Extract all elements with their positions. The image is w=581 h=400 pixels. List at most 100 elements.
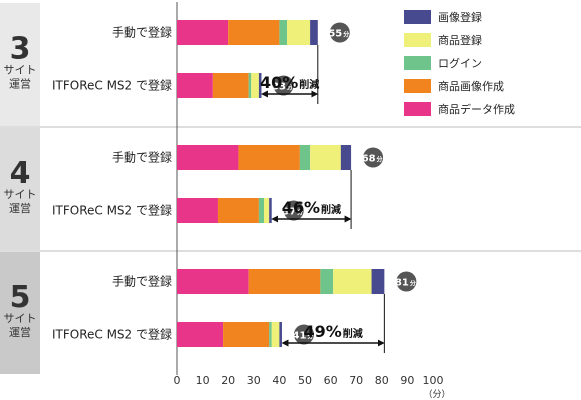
bar-segment-3	[269, 322, 272, 347]
bar-segment-5	[279, 322, 282, 347]
total-unit: 分	[377, 156, 383, 164]
total-number: 81	[395, 278, 409, 289]
bar-segment-2	[248, 269, 321, 294]
legend-label: 商品登録	[438, 33, 482, 47]
bar-segment-4	[264, 198, 270, 223]
bar-segment-4	[310, 145, 341, 170]
bar-segment-3	[258, 198, 265, 223]
bar-segment-2	[212, 73, 249, 98]
reduction-label: 40%削減	[260, 73, 319, 92]
total-number: 41	[292, 331, 306, 342]
legend-swatch	[404, 102, 431, 116]
x-tick-label: 40	[272, 374, 286, 387]
legend-swatch	[404, 79, 431, 93]
total-unit: 分	[410, 280, 416, 288]
reduction-percent: 40%	[260, 73, 298, 92]
total-unit: 分	[307, 333, 313, 341]
bar-segment-4	[287, 20, 311, 45]
x-axis-unit: （分）	[423, 389, 450, 400]
bar-category-label: ITFOReC MS2 で登録	[52, 327, 172, 342]
bar-segment-3	[299, 145, 311, 170]
reduction-percent: 46%	[282, 198, 320, 217]
x-tick-label: 50	[298, 374, 312, 387]
group-label-line1: サイト	[4, 312, 37, 325]
reduction-label: 46%削減	[282, 198, 341, 217]
total-badge	[329, 22, 350, 43]
group-label-line1: サイト	[4, 64, 37, 77]
x-tick-label: 90	[400, 374, 414, 387]
x-tick-label: 60	[324, 374, 338, 387]
bar-segment-5	[371, 269, 385, 294]
legend-label: ログイン	[438, 56, 482, 70]
bar-segment-5	[258, 73, 262, 98]
total-number: 37	[282, 207, 296, 218]
bar-segment-4	[333, 269, 372, 294]
legend-swatch	[404, 10, 431, 24]
x-tick-label: 100	[423, 374, 444, 387]
total-value: 37分	[282, 207, 303, 218]
x-tick-label: 70	[349, 374, 363, 387]
total-unit: 分	[287, 84, 293, 92]
total-unit: 分	[297, 209, 303, 217]
x-tick-label: 20	[221, 374, 235, 387]
total-number: 33	[272, 82, 286, 93]
reduction-label: 49%削減	[304, 322, 363, 341]
group-label-panel	[0, 128, 40, 250]
reduction-suffix: 削減	[299, 78, 319, 91]
total-value: 33分	[272, 82, 293, 93]
total-number: 68	[362, 154, 376, 165]
total-value: 55分	[328, 29, 349, 40]
reduction-suffix: 削減	[321, 203, 341, 216]
total-value: 81分	[395, 278, 416, 289]
bar-segment-3	[248, 73, 252, 98]
bar-segment-1	[177, 145, 239, 170]
bar-segment-2	[223, 322, 270, 347]
legend-label: 商品画像作成	[438, 79, 504, 93]
total-badge	[363, 147, 384, 168]
reduction-percent: 49%	[304, 322, 342, 341]
x-tick-label: 10	[196, 374, 210, 387]
group-label-panel	[0, 3, 40, 126]
total-value: 41分	[292, 331, 313, 342]
bar-segment-1	[177, 322, 224, 347]
legend-label: 商品データ作成	[438, 102, 515, 116]
group-number: 4	[10, 156, 31, 191]
bar-segment-4	[271, 322, 280, 347]
bar-segment-5	[340, 145, 352, 170]
group-number: 5	[10, 280, 31, 315]
reduction-suffix: 削減	[343, 327, 363, 340]
total-unit: 分	[343, 31, 349, 39]
bar-segment-5	[310, 20, 318, 45]
bar-category-label: 手動で登録	[112, 25, 172, 40]
bar-segment-2	[217, 198, 259, 223]
bar-category-label: ITFOReC MS2 で登録	[52, 203, 172, 218]
x-tick-label: 80	[375, 374, 389, 387]
bar-segment-1	[177, 269, 249, 294]
group-label-line2: 運営	[9, 201, 31, 215]
x-tick-label: 0	[174, 374, 181, 387]
bar-segment-1	[177, 20, 229, 45]
bar-segment-1	[177, 198, 218, 223]
bar-segment-2	[228, 20, 280, 45]
group-label-line2: 運営	[9, 77, 31, 91]
bar-segment-2	[238, 145, 300, 170]
bar-segment-3	[320, 269, 334, 294]
legend-label: 画像登録	[438, 10, 482, 24]
group-label-line1: サイト	[4, 188, 37, 201]
legend-swatch	[404, 33, 431, 47]
group-label-panel	[0, 252, 40, 374]
x-tick-label: 30	[247, 374, 261, 387]
group-number: 3	[10, 32, 31, 67]
total-value: 68分	[362, 154, 383, 165]
bar-segment-3	[279, 20, 288, 45]
group-label-line2: 運営	[9, 325, 31, 339]
bar-segment-4	[251, 73, 259, 98]
total-number: 55	[328, 29, 342, 40]
bar-segment-5	[269, 198, 272, 223]
bar-category-label: ITFOReC MS2 で登録	[52, 78, 172, 93]
